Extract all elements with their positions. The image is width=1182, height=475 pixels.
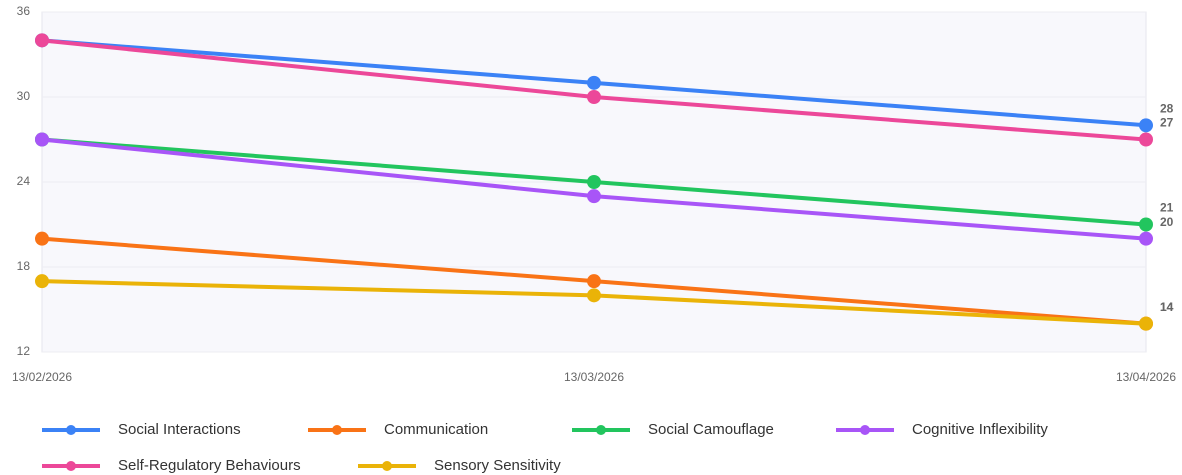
point — [587, 189, 601, 204]
x-tick-label: 13/03/2026 — [564, 370, 624, 384]
y-tick-label: 36 — [17, 4, 31, 18]
y-tick-label: 18 — [17, 259, 31, 273]
end-value-label: 20 — [1160, 215, 1174, 229]
point — [587, 90, 601, 104]
x-tick-label: 13/02/2026 — [12, 370, 72, 384]
point — [35, 274, 49, 289]
legend-label: Communication — [384, 421, 488, 438]
point — [1139, 316, 1153, 331]
point — [1139, 217, 1153, 232]
legend-dot — [66, 425, 76, 435]
y-tick-label: 12 — [17, 344, 31, 358]
end-value-label: 28 — [1160, 102, 1174, 116]
end-value-label: 27 — [1160, 116, 1174, 130]
x-tick-label: 13/04/2026 — [1116, 370, 1176, 384]
point — [1139, 118, 1153, 133]
end-value-label: 14 — [1160, 300, 1174, 314]
y-tick-label: 24 — [17, 174, 31, 188]
point — [1139, 132, 1153, 147]
point — [587, 274, 601, 289]
legend-label: Self-Regulatory Behaviours — [118, 457, 301, 474]
point — [35, 231, 49, 246]
legend-dot — [332, 425, 342, 435]
end-value-label: 14 — [1160, 300, 1174, 314]
point — [587, 288, 601, 303]
legend-label: Cognitive Inflexibility — [912, 421, 1048, 438]
legend-label: Sensory Sensitivity — [434, 457, 561, 474]
point — [35, 132, 49, 147]
legend-dot — [596, 425, 606, 435]
point — [587, 175, 601, 189]
legend-label: Social Camouflage — [648, 421, 774, 438]
point — [587, 75, 601, 90]
legend-label: Social Interactions — [118, 421, 241, 438]
point — [35, 33, 49, 48]
legend-dot — [860, 425, 870, 435]
legend-dot — [382, 461, 392, 471]
y-tick-label: 30 — [17, 89, 31, 103]
end-value-label: 21 — [1160, 201, 1174, 215]
point — [1139, 231, 1153, 246]
legend-dot — [66, 461, 76, 471]
